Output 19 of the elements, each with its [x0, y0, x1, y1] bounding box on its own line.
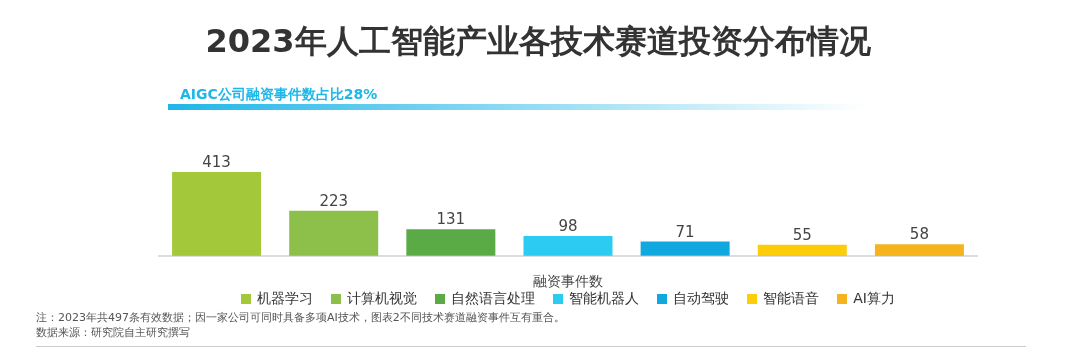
legend-label: 智能语音 [763, 290, 820, 308]
legend-label: 机器学习 [257, 290, 314, 308]
text: AIGC公司融资事件数占比28% [180, 86, 378, 104]
chart-title: 2023年人工智能产业各技术赛道投资分布情况 [204, 21, 872, 62]
x-axis-title: 融资事件数 [533, 273, 603, 289]
legend-label: 自然语言处理 [451, 290, 536, 308]
data-label: 71 [675, 222, 695, 241]
legend-label: 计算机视觉 [347, 290, 418, 308]
legend-label: 自动驾驶 [673, 290, 730, 308]
data-label: 413 [202, 153, 231, 172]
source-note: 数据来源：研究院自主研究撰写 [36, 325, 191, 340]
legend-label: 智能机器人 [569, 290, 640, 308]
text: 注：2023年共497条有效数据；因一家公司可同时具备多项AI技术，图表2不同技术赛道融资事件互有重合。 [36, 310, 565, 325]
data-label: 131 [436, 210, 466, 229]
data-label: 58 [909, 225, 929, 244]
data-label: 223 [319, 191, 349, 210]
legend-label: AI算力 [853, 290, 895, 308]
data-label: 98 [558, 217, 578, 236]
data-label: 55 [792, 225, 812, 244]
